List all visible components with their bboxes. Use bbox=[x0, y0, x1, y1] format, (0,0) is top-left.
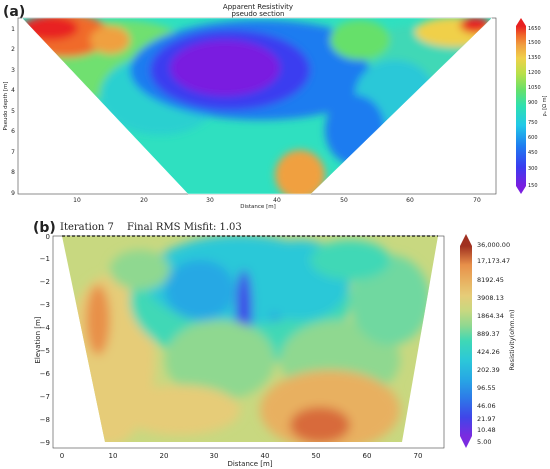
panel-b-y-axis: 0 −1 −2 −3 −4 −5 −6 −7 −8 −9 Elevation [… bbox=[34, 233, 51, 447]
cbB-tick-424: 424.26 bbox=[477, 348, 500, 356]
panel-a-xtick-60: 60 bbox=[406, 197, 414, 204]
panel-a-ylabel: Pseudo depth [m] bbox=[3, 82, 9, 131]
panel-a-xlabel: Distance [m] bbox=[240, 204, 275, 210]
panel-b-xtick-20: 20 bbox=[160, 452, 169, 460]
cbA-tick-450: 450 bbox=[528, 150, 538, 156]
panel-b-ylabel: Elevation [m] bbox=[34, 316, 42, 363]
panel-b-ytick-2: −2 bbox=[40, 278, 50, 286]
panel-a-x-axis: 10 20 30 40 50 60 70 Distance [m] bbox=[73, 197, 481, 210]
cbA-tick-300: 300 bbox=[528, 166, 538, 172]
cbB-tick-96: 96.55 bbox=[477, 384, 496, 392]
panel-a-ytick-7: 7 bbox=[11, 149, 15, 156]
panel-b-xtick-70: 70 bbox=[414, 452, 423, 460]
cbA-tick-150: 150 bbox=[528, 183, 538, 189]
panel-b-label: (b) bbox=[33, 220, 56, 236]
cbB-tick-1864: 1864.34 bbox=[477, 312, 504, 320]
panel-a-subtitle: pseudo section bbox=[232, 10, 285, 18]
panel-b-colorbar-label: Resistivity(ohm.m) bbox=[508, 309, 516, 370]
panel-b-misfit: Final RMS Misfit: 1.03 bbox=[127, 222, 242, 233]
panel-b-ytick-8: −8 bbox=[40, 416, 50, 424]
panel-a-ytick-2: 2 bbox=[11, 46, 15, 53]
cbB-tick-8192: 8192.45 bbox=[477, 276, 504, 284]
panel-b-xtick-60: 60 bbox=[363, 452, 372, 460]
panel-b-ytick-5: −5 bbox=[40, 347, 50, 355]
panel-b-plot-area bbox=[52, 235, 445, 449]
panel-a-xtick-30: 30 bbox=[206, 197, 214, 204]
panel-b-xtick-50: 50 bbox=[312, 452, 321, 460]
cbA-tick-900: 900 bbox=[528, 100, 538, 106]
panel-a-xtick-10: 10 bbox=[73, 197, 81, 204]
panel-a-ytick-4: 4 bbox=[11, 87, 15, 94]
panel-a-ytick-8: 8 bbox=[11, 169, 15, 176]
cbB-tick-10: 10.48 bbox=[477, 426, 496, 434]
cbB-tick-17173: 17,173.47 bbox=[477, 257, 510, 265]
cbB-tick-3908: 3908.13 bbox=[477, 294, 504, 302]
cbA-tick-1200: 1200 bbox=[528, 70, 541, 76]
panel-b-ytick-9: −9 bbox=[40, 439, 50, 447]
cbA-tick-1500: 1500 bbox=[528, 40, 541, 46]
cbB-tick-21: 21.97 bbox=[477, 415, 496, 423]
panel-a-ytick-1: 1 bbox=[11, 26, 15, 33]
panel-b-ytick-3: −3 bbox=[40, 301, 50, 309]
panel-a-xtick-40: 40 bbox=[273, 197, 281, 204]
panel-b-ytick-6: −6 bbox=[40, 370, 51, 378]
cbB-tick-202: 202.39 bbox=[477, 366, 500, 374]
panel-a-ytick-9: 9 bbox=[11, 190, 15, 197]
panel-a-xtick-70: 70 bbox=[473, 197, 481, 204]
cbB-tick-46: 46.06 bbox=[477, 402, 496, 410]
panel-a-ytick-5: 5 bbox=[11, 108, 15, 115]
panel-b-iteration: Iteration 7 bbox=[60, 222, 114, 233]
cbB-tick-36000: 36,000.00 bbox=[477, 241, 510, 249]
panel-b-heatmap bbox=[62, 236, 438, 442]
cbA-tick-750: 750 bbox=[528, 120, 538, 126]
panel-b-xtick-0: 0 bbox=[60, 452, 64, 460]
panel-b-xtick-30: 30 bbox=[210, 452, 219, 460]
cbA-tick-1650: 1650 bbox=[528, 26, 541, 32]
cbA-tick-1050: 1050 bbox=[528, 85, 541, 91]
panel-a-label: (a) bbox=[3, 4, 25, 20]
panel-b-ytick-4: −4 bbox=[40, 324, 51, 332]
panel-b-ytick-7: −7 bbox=[40, 393, 50, 401]
panel-b-xtick-40: 40 bbox=[261, 452, 270, 460]
cbA-tick-600: 600 bbox=[528, 135, 538, 141]
panel-a-y-axis: 1 2 3 4 5 6 7 8 9 Pseudo depth [m] bbox=[3, 26, 15, 197]
panel-b-x-axis: 0 10 20 30 40 50 60 70 Distance [m] bbox=[60, 452, 423, 468]
cbB-tick-889: 889.37 bbox=[477, 330, 500, 338]
panel-b-colorbar: 36,000.00 17,173.47 8192.45 3908.13 1864… bbox=[460, 234, 516, 448]
panel-b-ytick-0: 0 bbox=[46, 233, 50, 241]
panel-b-xlabel: Distance [m] bbox=[227, 460, 272, 468]
panel-a-plot-area bbox=[17, 17, 497, 195]
panel-b-ytick-1: −1 bbox=[40, 255, 50, 263]
panel-a-ytick-6: 6 bbox=[11, 128, 15, 135]
cbB-tick-5: 5.00 bbox=[477, 438, 491, 446]
panel-a-ytick-3: 3 bbox=[11, 67, 15, 74]
panel-a-colorbar-label: ρₐ [Ω m] bbox=[542, 96, 548, 117]
panel-a-xtick-50: 50 bbox=[340, 197, 348, 204]
panel-a-xtick-20: 20 bbox=[140, 197, 148, 204]
cbA-tick-1350: 1350 bbox=[528, 55, 541, 61]
panel-b-xtick-10: 10 bbox=[109, 452, 118, 460]
panel-a-title: Apparent Resistivity bbox=[223, 3, 293, 11]
panel-a-colorbar: 1650 1500 1350 1200 1050 900 750 600 450… bbox=[516, 18, 548, 194]
